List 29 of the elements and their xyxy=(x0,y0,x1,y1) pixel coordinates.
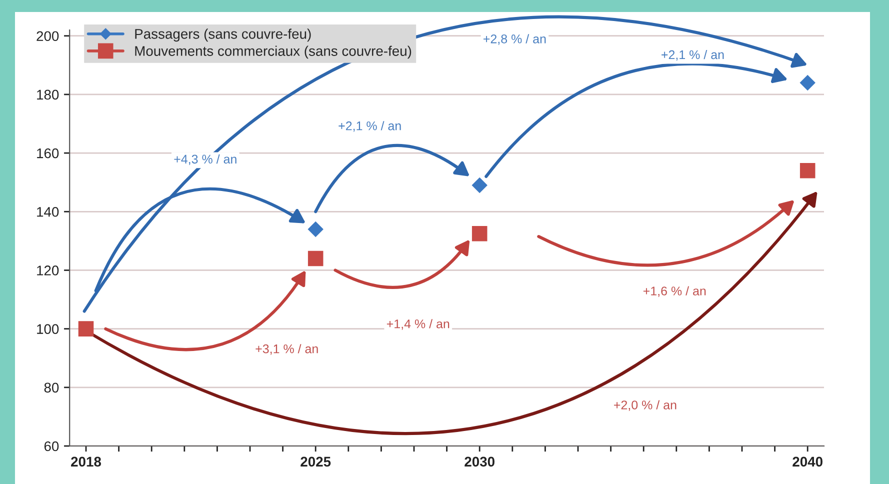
y-tick-label: 180 xyxy=(37,90,59,100)
annotation: +1,4 % / an xyxy=(386,319,450,330)
point xyxy=(308,250,324,266)
y-tick-label: 200 xyxy=(36,31,59,42)
legend-label: Mouvements commerciaux (sans couvre-feu) xyxy=(135,46,412,59)
y-tick-label: 60 xyxy=(44,441,59,452)
point xyxy=(472,178,488,193)
y-tick-label: 100 xyxy=(37,324,59,334)
point xyxy=(800,75,816,90)
annotation: +4,3 % / an xyxy=(174,154,236,166)
annotation: +2,0 % / an xyxy=(614,400,676,411)
y-tick-label: 120 xyxy=(37,266,59,276)
point xyxy=(800,162,816,178)
y-tick-label: 140 xyxy=(37,206,59,217)
point xyxy=(472,226,488,242)
y-tick-label: 80 xyxy=(44,382,59,393)
y-tick-label: 160 xyxy=(37,148,59,158)
annotation: +2,8 % / an xyxy=(484,34,546,45)
annotation: +2,1 % / an xyxy=(338,121,401,132)
annotation: +2,1 % / an xyxy=(662,50,724,61)
point xyxy=(308,222,324,237)
legend-label: Passagers (sans couvre-feu) xyxy=(135,28,311,42)
annotation: +1,6 % / an xyxy=(643,286,706,297)
x-tick-label: 2025 xyxy=(300,456,331,467)
x-tick-label: 2040 xyxy=(792,456,822,467)
x-tick-label: 2030 xyxy=(464,456,494,467)
x-tick-label: 2018 xyxy=(71,456,102,467)
point xyxy=(78,321,94,336)
annotation: +3,1 % / an xyxy=(256,344,318,355)
